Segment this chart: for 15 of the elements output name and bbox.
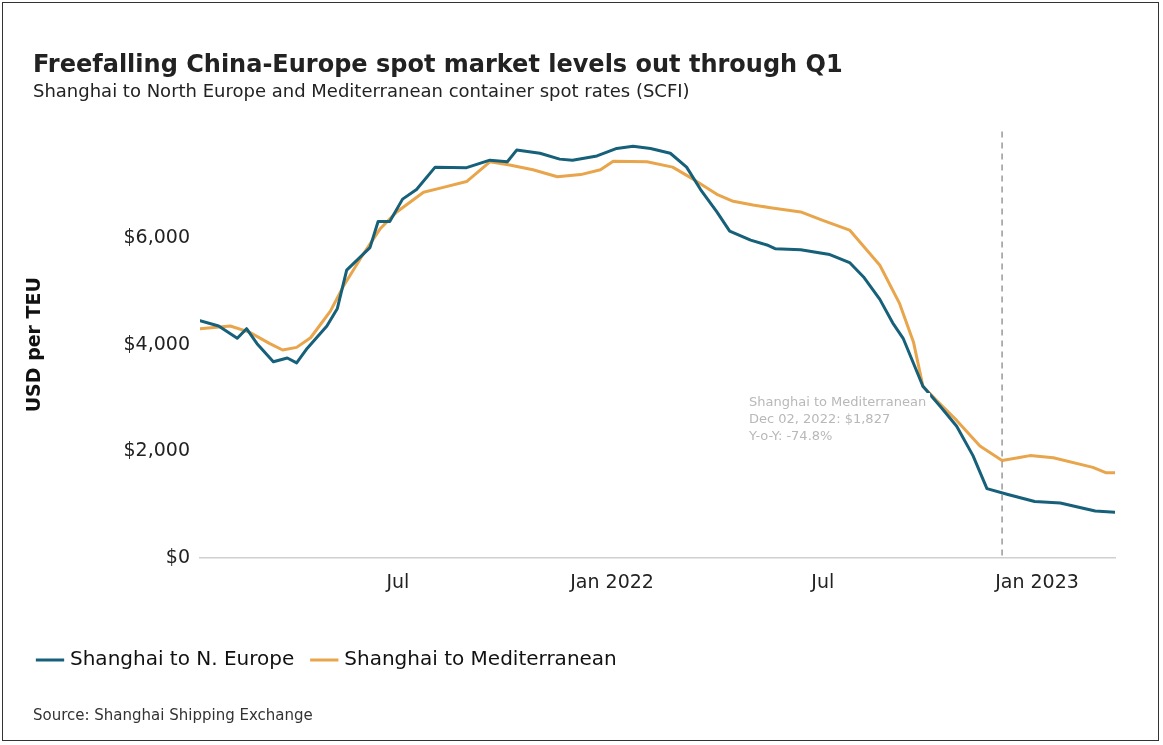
- y-tick-label: $4,000: [123, 331, 190, 354]
- y-tick-label: $0: [165, 544, 190, 567]
- x-tick-label: Jan 2023: [994, 570, 1079, 593]
- y-tick-label: $6,000: [123, 224, 190, 247]
- chart-title: Freefalling China-Europe spot market levels out through Q1: [33, 50, 843, 78]
- y-axis-title: USD per TEU: [22, 277, 45, 413]
- y-tick-label: $2,000: [123, 438, 190, 461]
- source-note: Source: Shanghai Shipping Exchange: [33, 706, 313, 724]
- x-tick-label: Jul: [385, 570, 410, 593]
- legend-label: Shanghai to N. Europe: [70, 646, 295, 671]
- x-tick-label: Jul: [810, 570, 835, 593]
- chart-subtitle: Shanghai to North Europe and Mediterranean container spot rates (SCFI): [33, 80, 690, 101]
- x-tick-label: Jan 2022: [569, 570, 654, 593]
- annotation: Shanghai to Mediterranean Dec 02, 2022: $1,827 Y-o-Y: -74.8%: [748, 393, 927, 443]
- legend-label: Shanghai to Mediterranean: [344, 646, 617, 671]
